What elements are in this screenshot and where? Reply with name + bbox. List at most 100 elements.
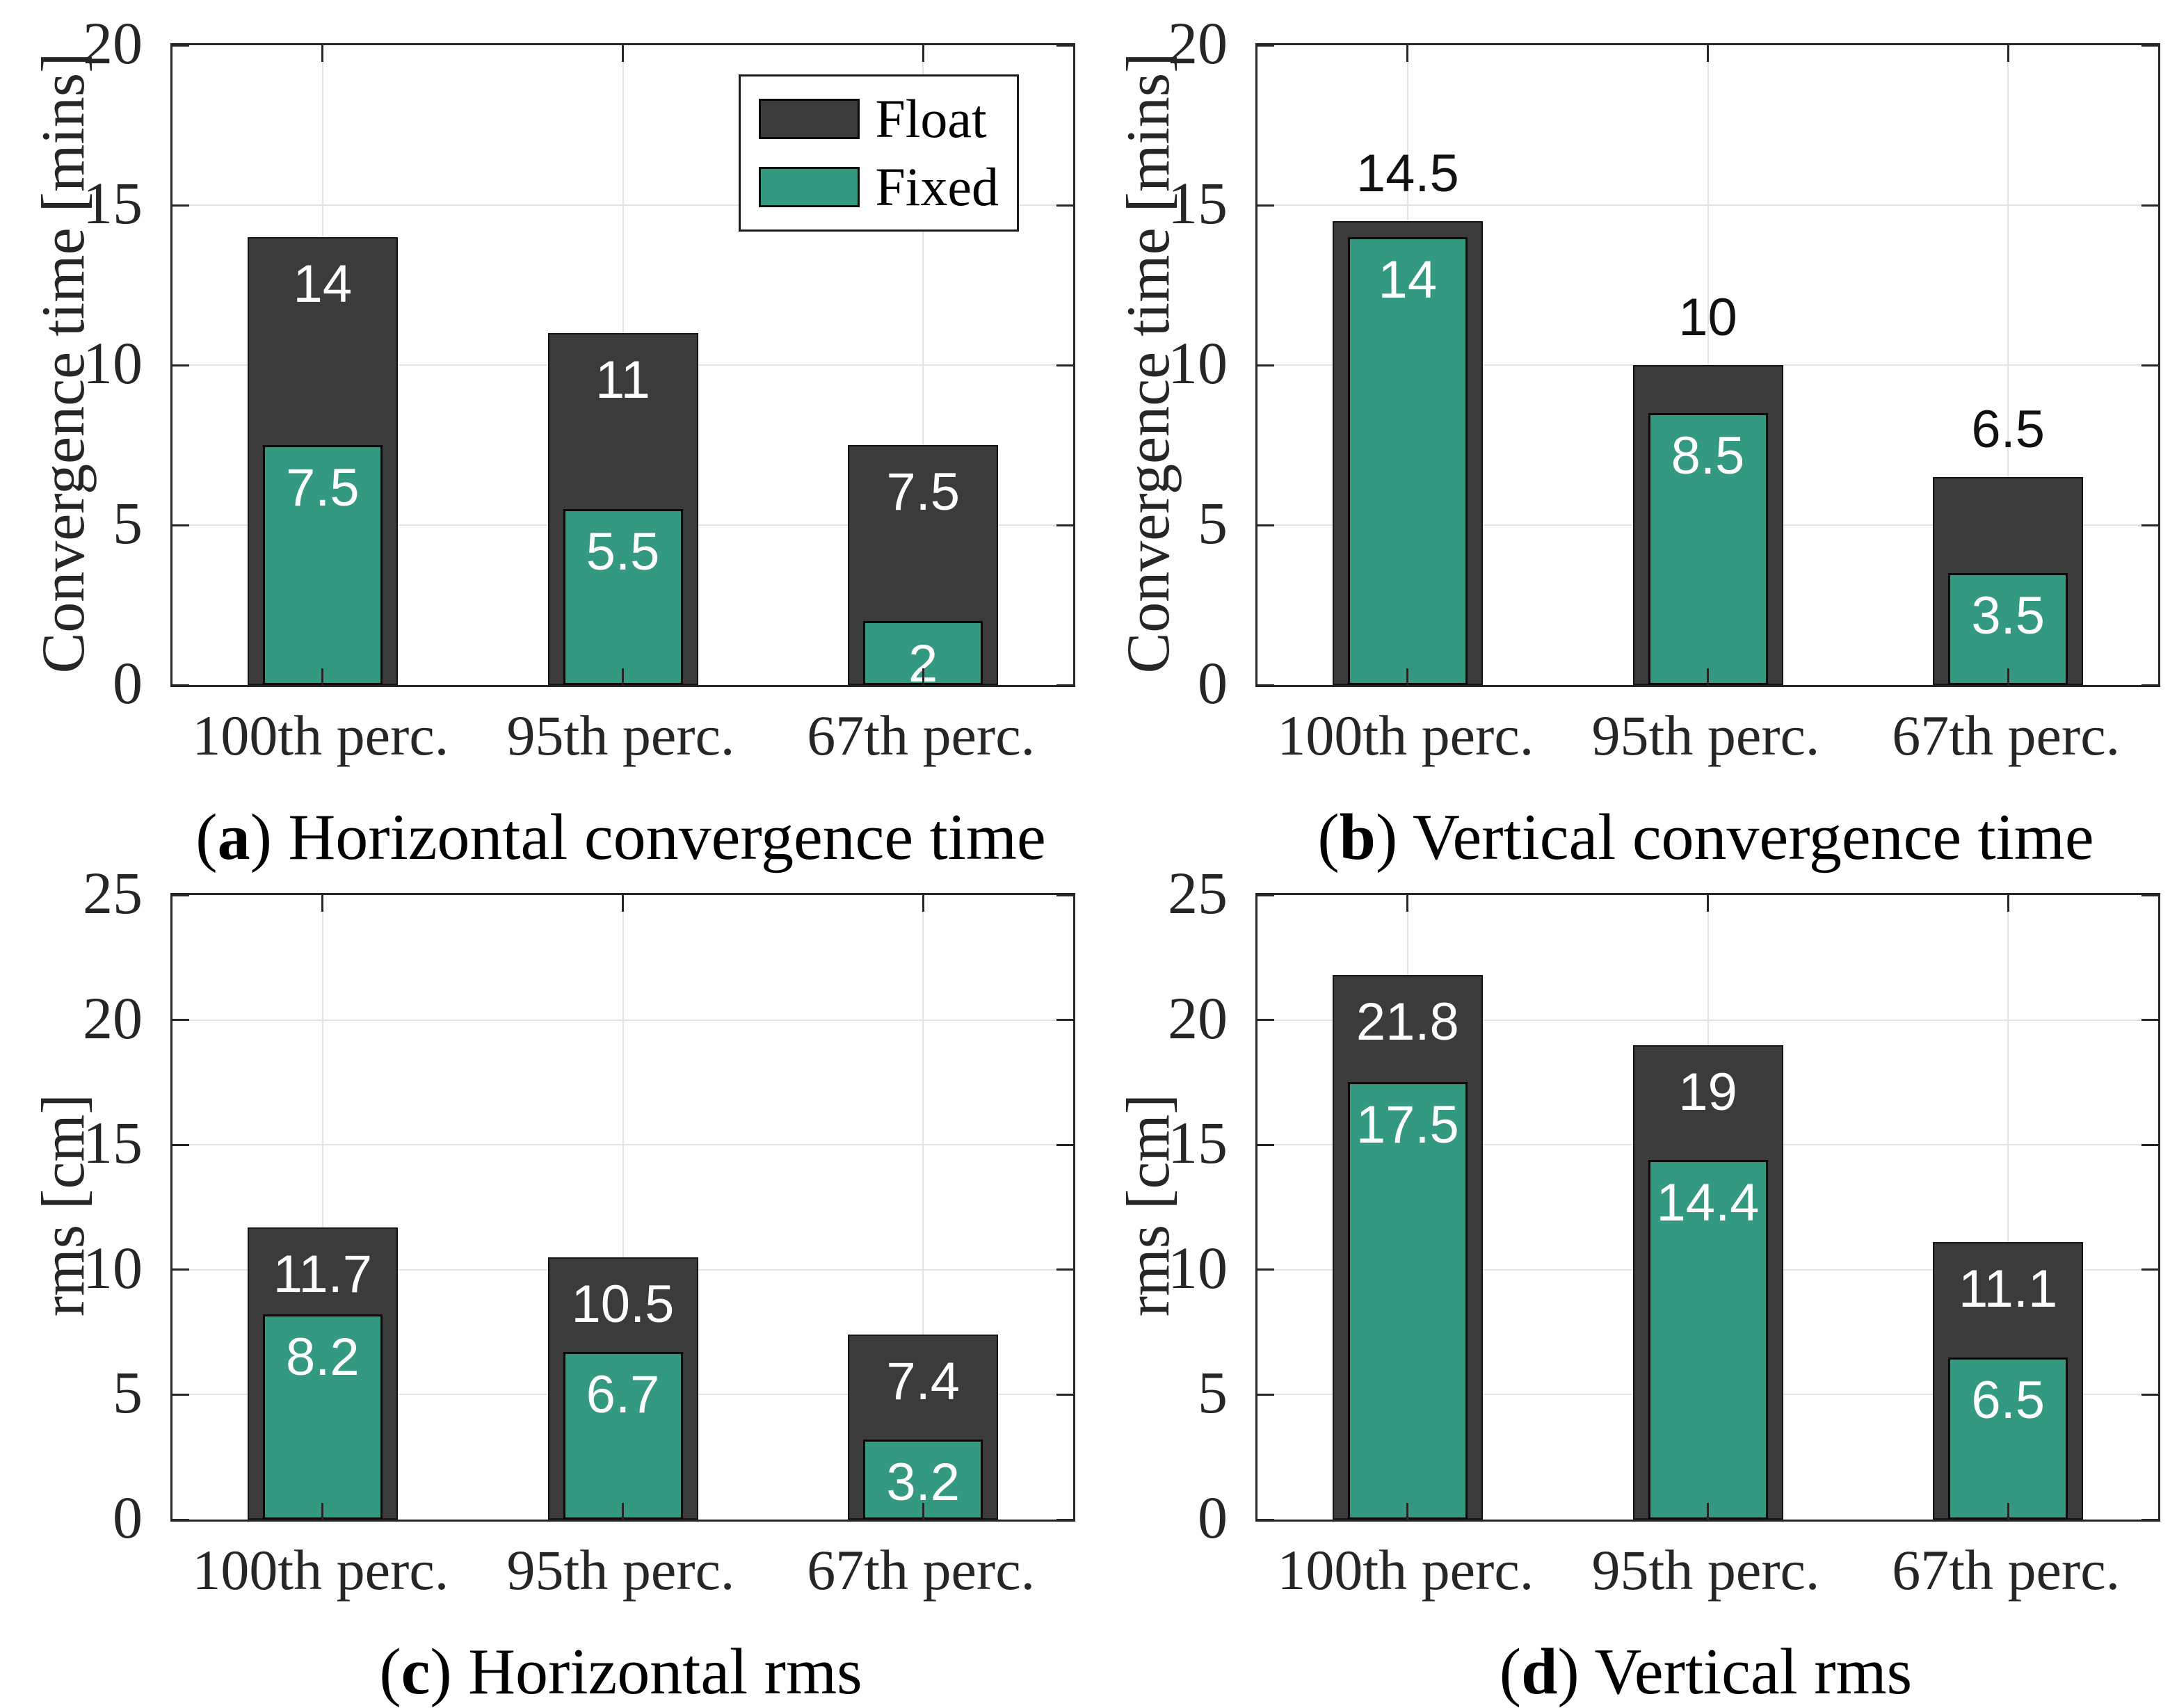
v-gridline — [321, 895, 323, 1520]
legend-row-fixed: Fixed — [759, 159, 999, 216]
x-tick-mark-top — [1707, 895, 1709, 912]
y-tick-mark-left — [1257, 44, 1274, 47]
fixed-bar-value-label: 17.5 — [1356, 1095, 1459, 1155]
y-tick-mark-left — [1257, 1268, 1274, 1271]
v-gridline — [922, 45, 924, 685]
x-tick-mark-bottom — [922, 1503, 924, 1520]
y-tick-mark-left — [172, 524, 189, 526]
x-tick-label: 100th perc. — [192, 704, 449, 767]
y-tick-mark-left — [1257, 1143, 1274, 1146]
y-tick-mark-right — [1056, 684, 1073, 686]
y-tick-label: 10 — [83, 1234, 143, 1301]
y-tick-mark-right — [2141, 364, 2158, 366]
y-tick-mark-right — [1056, 204, 1073, 207]
caption-letter: d — [1521, 1636, 1558, 1708]
y-tick-mark-left — [172, 204, 189, 207]
v-gridline — [2007, 895, 2009, 1520]
subplot-a: Convergence time [mins] 14 7.5 11 5.5 7.5 2 Flo… — [0, 0, 1085, 873]
legend-label-fixed: Fixed — [875, 156, 999, 217]
y-tick-label: 5 — [1198, 1359, 1228, 1426]
subplot-caption: (d) Vertical rms — [1499, 1636, 1913, 1708]
y-tick-mark-left — [172, 44, 189, 47]
float-bar-value-label: 14 — [293, 255, 353, 314]
y-tick-mark-right — [2141, 1268, 2158, 1271]
fixed-bar-value-label: 8.2 — [286, 1328, 360, 1387]
caption-text: ) Vertical convergence time — [1375, 801, 2094, 873]
y-tick-mark-left — [172, 1019, 189, 1022]
y-tick-label: 10 — [83, 330, 143, 396]
float-bar-value-label: 10.5 — [571, 1274, 675, 1334]
fixed-bar-value-label: 3.5 — [1971, 586, 2045, 645]
y-tick-label: 20 — [1168, 984, 1228, 1052]
plot-area: 14.5 14 10 8.5 6.5 3.5 — [1255, 43, 2160, 687]
float-bar-value-label: 11.1 — [1959, 1259, 2058, 1319]
subplot-caption: (a) Horizontal convergence time — [195, 801, 1046, 873]
fixed-bar-value-label: 6.7 — [586, 1365, 660, 1425]
float-bar-value-label: 10 — [1678, 288, 1737, 347]
legend-swatch-fixed — [759, 167, 860, 207]
caption-letter: b — [1339, 801, 1376, 873]
fixed-bar — [563, 1352, 683, 1520]
fixed-bar-value-label: 3.2 — [886, 1453, 960, 1513]
subplot-d: rms [cm] 21.8 17.5 19 14.4 11.1 6.5 0 5 10 15 20 25 1… — [1085, 850, 2170, 1708]
legend-row-float: Float — [759, 90, 999, 147]
y-tick-mark-right — [2141, 204, 2158, 207]
legend-swatch-float — [759, 99, 860, 139]
y-tick-mark-left — [172, 364, 189, 366]
fixed-bar — [1648, 413, 1768, 685]
y-tick-label: 5 — [113, 490, 143, 556]
y-tick-mark-left — [172, 684, 189, 686]
y-tick-label: 0 — [113, 650, 143, 716]
y-tick-mark-left — [1257, 894, 1274, 896]
y-tick-label: 20 — [1168, 10, 1228, 76]
fixed-bar — [262, 445, 383, 685]
float-bar-value-label: 19 — [1678, 1062, 1737, 1122]
y-tick-label: 0 — [113, 1484, 143, 1551]
y-tick-mark-right — [1056, 894, 1073, 896]
caption-text: ) Horizontal rms — [430, 1636, 862, 1708]
subplot-caption: (b) Vertical convergence time — [1317, 801, 2094, 873]
fixed-bar — [1648, 1159, 1768, 1520]
x-tick-mark-bottom — [1406, 668, 1409, 685]
float-bar-value-label: 11 — [595, 351, 650, 410]
y-tick-mark-left — [1257, 524, 1274, 526]
y-tick-label: 15 — [1168, 170, 1228, 236]
y-tick-label: 25 — [83, 860, 143, 926]
x-tick-mark-bottom — [2007, 668, 2009, 685]
y-tick-mark-left — [1257, 1019, 1274, 1022]
fixed-bar-value-label: 6.5 — [1971, 1370, 2045, 1430]
y-tick-mark-right — [2141, 1019, 2158, 1022]
x-tick-label: 95th perc. — [1591, 1538, 1820, 1602]
y-tick-mark-left — [172, 1518, 189, 1521]
float-bar-value-label: 11.7 — [273, 1244, 372, 1304]
fixed-bar-value-label: 5.5 — [586, 522, 660, 581]
y-tick-mark-left — [1257, 684, 1274, 686]
y-tick-mark-right — [2141, 894, 2158, 896]
x-tick-mark-top — [922, 895, 924, 912]
x-tick-mark-top — [1707, 45, 1709, 62]
x-tick-mark-top — [2007, 895, 2009, 912]
x-tick-label: 67th perc. — [1892, 704, 2121, 767]
y-tick-label: 10 — [1168, 330, 1228, 396]
float-bar-value-label: 7.4 — [886, 1352, 960, 1412]
x-tick-mark-top — [1406, 895, 1409, 912]
y-tick-label: 15 — [1168, 1109, 1228, 1177]
x-tick-label: 95th perc. — [506, 1538, 735, 1602]
caption-letter: a — [217, 801, 250, 873]
y-tick-mark-right — [2141, 1143, 2158, 1146]
plot-area: 21.8 17.5 19 14.4 11.1 6.5 — [1255, 893, 2160, 1522]
x-tick-mark-bottom — [622, 1503, 624, 1520]
x-tick-mark-bottom — [1707, 668, 1709, 685]
fixed-bar — [262, 1314, 383, 1520]
fixed-bar — [1948, 573, 2068, 685]
plot-area: 14 7.5 11 5.5 7.5 2 Float Fixed — [170, 43, 1075, 693]
subplot-b: Convergence time [mins] 14.5 14 10 8.5 6.5 3.5… — [1085, 0, 2170, 873]
x-tick-mark-bottom — [1406, 1503, 1409, 1520]
x-tick-mark-bottom — [622, 668, 624, 685]
caption-letter: c — [401, 1636, 431, 1708]
y-tick-mark-right — [1056, 524, 1073, 526]
v-gridline — [2007, 45, 2009, 685]
y-tick-label: 20 — [83, 984, 143, 1052]
v-gridline — [922, 895, 924, 1520]
y-tick-mark-right — [1056, 1393, 1073, 1396]
